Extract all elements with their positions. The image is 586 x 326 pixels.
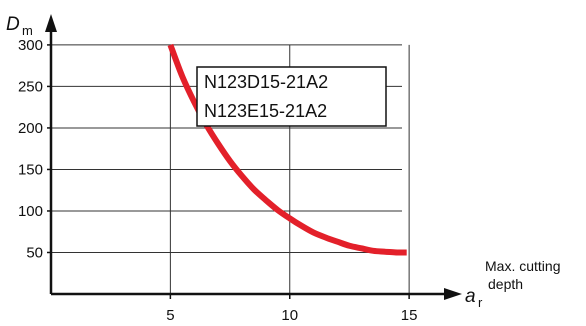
y-tick-label-300: 300 bbox=[18, 37, 43, 54]
x-axis-label-var: a bbox=[465, 286, 476, 307]
series-line-0 bbox=[167, 43, 407, 256]
axis-layer: 50 100 150 200 250 300 5 10 15 bbox=[18, 14, 462, 324]
y-tick-label-150: 150 bbox=[18, 161, 43, 178]
y-axis-label-sub: m bbox=[22, 23, 33, 38]
legend-box: N123D15-21A2 N123E15-21A2 bbox=[196, 66, 387, 127]
y-axis-label-var: D bbox=[6, 14, 20, 35]
y-tick-label-50: 50 bbox=[26, 244, 43, 261]
x-tick-label-10: 10 bbox=[281, 307, 298, 324]
x-axis-description-line-2: depth bbox=[488, 276, 523, 292]
series-layer bbox=[167, 43, 407, 256]
y-axis-label: D m bbox=[6, 14, 33, 38]
legend-frame bbox=[196, 66, 387, 127]
x-tick-label-15: 15 bbox=[401, 307, 418, 324]
legend-line-2: N123E15-21A2 bbox=[204, 101, 327, 121]
x-axis-arrow bbox=[444, 288, 462, 300]
x-axis-label-sub: r bbox=[478, 295, 483, 310]
x-tick-label-5: 5 bbox=[166, 307, 174, 324]
y-tick-label-100: 100 bbox=[18, 203, 43, 220]
legend-line-1: N123D15-21A2 bbox=[204, 72, 328, 92]
y-tick-label-250: 250 bbox=[18, 78, 43, 95]
x-axis-label: a r Max. cutting depth bbox=[465, 258, 560, 310]
x-axis-description-line-1: Max. cutting bbox=[485, 258, 560, 274]
y-axis-arrow bbox=[45, 14, 57, 32]
y-tick-label-200: 200 bbox=[18, 120, 43, 137]
